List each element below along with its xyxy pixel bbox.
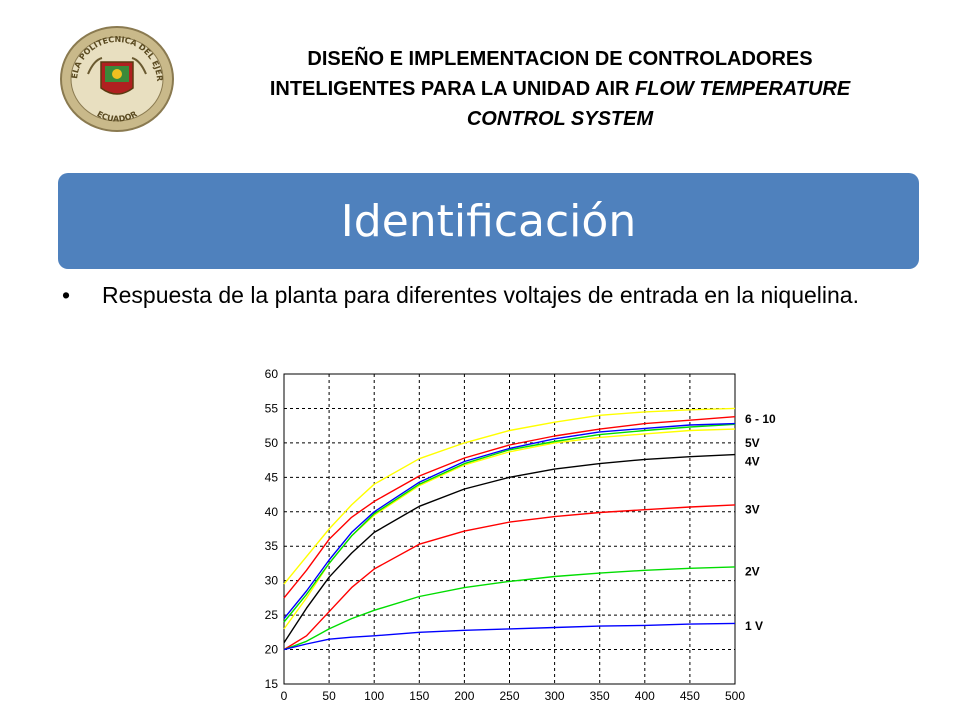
y-tick-label: 30 [265, 574, 279, 588]
voltage-label: 5V [745, 436, 760, 450]
y-tick-label: 60 [265, 367, 279, 381]
x-tick-label: 100 [364, 689, 384, 703]
y-tick-label: 45 [265, 470, 279, 484]
series-line-0 [283, 407, 736, 585]
title-line-1: DISEÑO E IMPLEMENTACION DE CONTROLADORES [307, 48, 813, 70]
plot-frame [283, 373, 736, 685]
y-tick-label: 50 [265, 436, 279, 450]
series-line-8 [283, 622, 736, 651]
seal-bottom-text: ECUADOR [95, 109, 138, 123]
voltage-label: 3V [745, 503, 760, 517]
series-line-1 [283, 416, 736, 599]
x-tick-label: 500 [725, 689, 745, 703]
slide-title: DISEÑO E IMPLEMENTACION DE CONTROLADORES… [210, 44, 910, 134]
x-tick-label: 250 [499, 689, 519, 703]
voltage-label: 4V [745, 454, 760, 468]
x-tick-label: 150 [409, 689, 429, 703]
x-tick-label: 450 [680, 689, 700, 703]
y-tick-label: 55 [265, 401, 279, 415]
voltage-label: 1 V [745, 619, 763, 633]
svg-text:ECUADOR: ECUADOR [95, 109, 138, 123]
response-chart: 0 50 100 150 200 250 300 350 400 450 500 15 20 25 30 35… [265, 367, 778, 703]
y-tick-label: 35 [265, 539, 279, 553]
voltage-label: 6 - 10 V [745, 412, 778, 426]
series-line-6 [283, 504, 736, 651]
voltage-label: 2V [745, 565, 760, 579]
x-tick-label: 0 [281, 689, 288, 703]
title-line-2-regular: INTELIGENTES PARA LA UNIDAD AIR [269, 78, 635, 100]
bullet-text: Respuesta de la planta para diferentes v… [102, 282, 859, 308]
series-line-3 [283, 423, 736, 623]
x-tick-label: 300 [545, 689, 565, 703]
title-line-3: CONTROL SYSTEM [210, 104, 910, 134]
series-line-4 [283, 422, 736, 620]
x-tick-label: 200 [454, 689, 474, 703]
x-tick-label: 400 [635, 689, 655, 703]
y-tick-label: 15 [265, 677, 279, 691]
series-line-7 [283, 566, 736, 651]
section-banner: Identificación [58, 173, 919, 269]
bullet-symbol: • [62, 282, 71, 308]
title-line-2-italic: FLOW TEMPERATURE [635, 78, 851, 100]
university-seal-logo: ESCUELA POLITECNICA DEL EJERCITO ECUADOR [58, 24, 174, 132]
title-line-2: INTELIGENTES PARA LA UNIDAD AIR FLOW TEM… [210, 74, 910, 104]
y-tick-label: 20 [265, 643, 279, 657]
y-tick-label: 25 [265, 608, 279, 622]
x-tick-label: 50 [322, 689, 336, 703]
series-line-5 [283, 453, 736, 644]
title-line-3-italic: CONTROL SYSTEM [466, 108, 654, 130]
section-banner-text: Identificación [340, 195, 637, 247]
x-tick-label: 350 [590, 689, 610, 703]
y-tick-label: 40 [265, 505, 279, 519]
